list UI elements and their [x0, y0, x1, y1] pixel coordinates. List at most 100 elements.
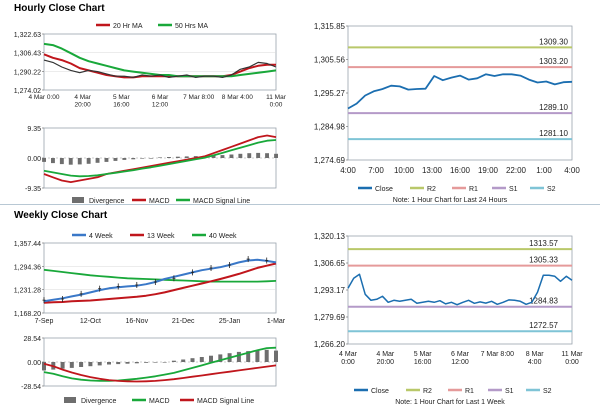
hourly-divergence-bar — [77, 158, 82, 165]
hourly-series-20-hr-ma — [43, 53, 276, 79]
hourly-divergence-bar — [256, 152, 261, 158]
hourly-divergence-bar — [265, 153, 269, 158]
y-tick-label: 1,295.27 — [314, 89, 346, 98]
hourly-divergence-bar — [158, 157, 162, 158]
weekly-divergence-bar — [181, 359, 186, 362]
x-tick-label: 11 Mar 0:00 — [266, 94, 287, 109]
y-tick-label: 1,274.02 — [14, 88, 41, 95]
weekly-divergence-bar — [162, 362, 167, 363]
legend-weekly-s2: S2 — [543, 388, 552, 395]
hourly-section-title: Hourly Close Chart — [14, 3, 105, 14]
legend-s1: S1 — [509, 186, 518, 193]
y-tick-label: 1,168.20 — [14, 311, 41, 318]
weekly-divergence-bar — [134, 362, 139, 364]
weekly-level-label-r2: 1313.57 — [529, 239, 558, 248]
hourly-divergence-bar — [95, 158, 100, 163]
legend-50hrs-ma: 50 Hrs MA — [175, 23, 208, 30]
legend-13-week: 13 Week — [147, 233, 175, 240]
y-tick-label: -9.35 — [25, 186, 41, 193]
hourly-divergence-bar — [274, 153, 278, 158]
y-tick-label: 1,231.28 — [14, 288, 41, 295]
x-tick-label: 1-Mar — [267, 318, 286, 325]
legend-macd-signal: MACD Signal Line — [193, 198, 250, 205]
hourly-divergence-bar — [104, 158, 109, 162]
x-tick-label: 7 Mar 8:00 — [183, 94, 214, 101]
x-tick-label: 6 Mar 12:00 — [152, 94, 169, 109]
weekly-divergence-bar — [69, 362, 74, 368]
weekly-divergence-bar — [116, 362, 121, 365]
y-tick-label: 1,279.69 — [314, 313, 346, 322]
weekly-divergence-bar — [246, 351, 251, 362]
legend-4-week: 4 Week — [89, 233, 113, 240]
weekly-level-label-s2: 1272.57 — [529, 321, 558, 330]
hourly-divergence-bar — [175, 156, 180, 158]
hourly-divergence-bar — [59, 158, 64, 165]
x-tick-label: 8 Mar 4:00 — [526, 351, 545, 366]
hourly-close-plot-frame — [347, 25, 573, 161]
hourly-price-plot-frame — [43, 33, 277, 91]
hourly-divergence-bar — [149, 158, 153, 159]
hourly-divergence-bar — [238, 153, 243, 158]
y-tick-label: 1,290.22 — [14, 69, 41, 76]
hourly-divergence-bar — [220, 155, 225, 158]
hourly-divergence-bar — [42, 158, 46, 162]
legend-weekly-divergence: Divergence — [81, 398, 117, 405]
legend-weekly-close: Close — [371, 388, 389, 395]
y-tick-label: 1,320.13 — [314, 232, 346, 241]
x-tick-label: 19:00 — [478, 166, 499, 175]
legend-weekly-divergence-swatch — [64, 397, 76, 403]
legend-weekly-macd: MACD — [149, 398, 170, 405]
weekly-divergence-bar — [264, 349, 269, 362]
hourly-divergence-bar — [184, 156, 189, 158]
hourly-divergence-bar — [113, 158, 118, 161]
legend-r2: R2 — [427, 186, 436, 193]
y-tick-label: 1,305.56 — [314, 56, 346, 65]
y-tick-label: -28.54 — [21, 384, 41, 391]
legend-divergence: Divergence — [89, 198, 125, 205]
x-tick-label: 4 Mar 0:00 — [28, 94, 59, 101]
x-tick-label: 16-Nov — [126, 318, 149, 325]
y-tick-label: 1,293.17 — [314, 286, 346, 295]
x-tick-label: 8 Mar 4:00 — [222, 94, 253, 101]
legend-r1: R1 — [469, 186, 478, 193]
hourly-macd-line — [43, 134, 277, 184]
hourly-divergence-bar — [122, 158, 127, 160]
y-tick-label: 1,357.44 — [14, 241, 41, 248]
y-tick-label: 1,294.36 — [14, 264, 41, 271]
weekly-divergence-bar — [107, 362, 111, 365]
legend-macd: MACD — [149, 198, 170, 205]
legend-close: Close — [375, 186, 393, 193]
x-tick-label: 7:00 — [368, 166, 384, 175]
weekly-divergence-bar — [153, 362, 158, 363]
legend-weekly-s1: S1 — [505, 388, 514, 395]
x-tick-label: 25-Jan — [219, 318, 241, 325]
weekly-level-label-r1: 1305.33 — [529, 256, 558, 265]
hourly-macd-signal-line — [43, 139, 277, 178]
hourly-series-price — [43, 59, 277, 79]
weekly-divergence-bar — [60, 362, 65, 369]
x-tick-label: 5 Mar 16:00 — [414, 351, 433, 366]
x-tick-label: 7-Sep — [35, 318, 54, 325]
x-tick-label: 4:00 — [564, 166, 580, 175]
x-tick-label: 13:00 — [422, 166, 443, 175]
weekly-divergence-bar — [144, 362, 149, 363]
level-label-s1: 1289.10 — [539, 103, 568, 112]
hourly-divergence-bar — [131, 158, 136, 160]
weekly-section-title: Weekly Close Chart — [14, 210, 108, 221]
legend-weekly-macd-signal: MACD Signal Line — [197, 398, 254, 405]
level-label-r2: 1309.30 — [539, 37, 568, 46]
y-tick-label: 0.00 — [27, 360, 41, 367]
y-tick-label: 1,284.98 — [314, 123, 346, 132]
hourly-divergence-bar — [211, 155, 216, 158]
legend-weekly-r2: R2 — [423, 388, 432, 395]
weekly-price-plot-frame — [43, 242, 277, 314]
x-tick-label: 21-Dec — [172, 318, 195, 325]
y-tick-label: 1,274.69 — [314, 156, 346, 165]
hourly-divergence-bar — [229, 154, 234, 158]
weekly-close-line — [347, 273, 573, 306]
weekly-divergence-bar — [79, 362, 84, 367]
x-tick-label: 16:00 — [450, 166, 471, 175]
y-tick-label: 1,322.63 — [14, 32, 41, 39]
hourly-divergence-bar — [247, 153, 252, 158]
